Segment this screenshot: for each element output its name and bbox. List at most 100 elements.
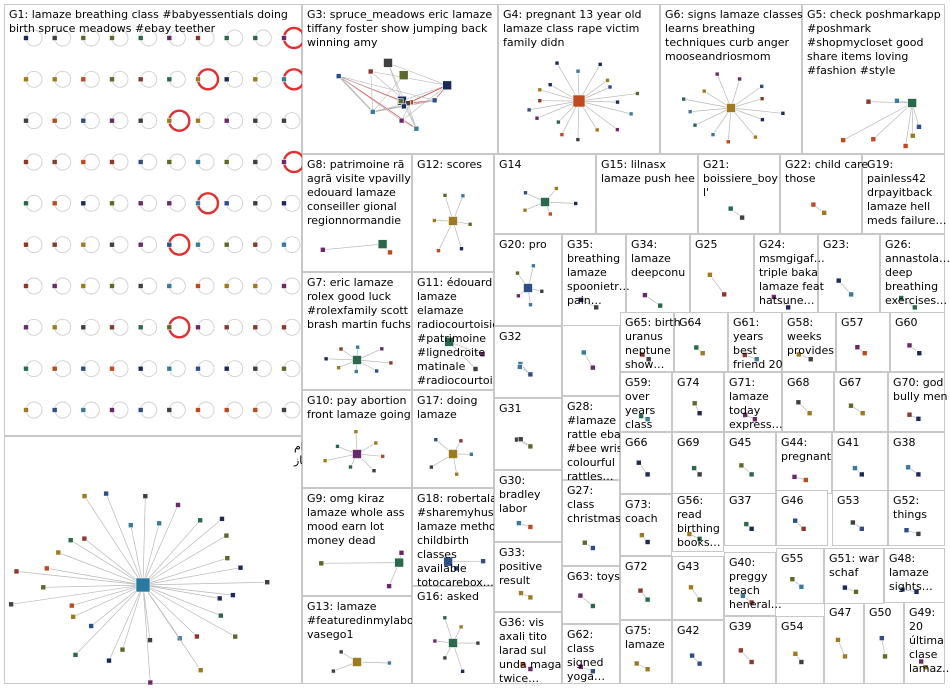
group-title: G38 bbox=[893, 436, 916, 449]
node bbox=[739, 214, 745, 221]
group-title-line: lamaze bbox=[567, 266, 607, 279]
node bbox=[607, 84, 613, 90]
group-title-line: lamaze method bbox=[417, 520, 503, 533]
node bbox=[906, 411, 913, 418]
edge bbox=[130, 525, 144, 586]
node bbox=[51, 407, 58, 413]
edge bbox=[122, 584, 144, 650]
node bbox=[23, 241, 29, 248]
group-frame bbox=[782, 372, 834, 432]
node bbox=[195, 117, 201, 124]
node bbox=[80, 241, 87, 248]
node bbox=[795, 399, 802, 406]
group-frame bbox=[302, 390, 412, 488]
group-g1: G1: lamaze breathing class #babyessentia… bbox=[4, 4, 306, 436]
group-frame bbox=[724, 432, 776, 494]
group-title: G31 bbox=[499, 402, 522, 415]
node bbox=[894, 98, 900, 104]
edge bbox=[58, 552, 144, 586]
edge bbox=[338, 75, 374, 113]
edge bbox=[142, 584, 221, 616]
hub-node bbox=[448, 449, 458, 459]
edge bbox=[321, 562, 400, 564]
group-title: G66 bbox=[625, 436, 648, 449]
node bbox=[644, 416, 651, 423]
group-frame bbox=[494, 154, 596, 234]
group-title: G60 bbox=[895, 316, 918, 329]
group-g39: G39 bbox=[724, 616, 776, 684]
group-title: G4: pregnant 13 year old bbox=[503, 8, 642, 21]
group-title-line: painless42 bbox=[867, 172, 926, 185]
group-title: G42 bbox=[677, 624, 700, 637]
group-title: G41 bbox=[837, 436, 860, 449]
group-g45: G45 bbox=[724, 432, 776, 494]
node bbox=[753, 356, 760, 363]
node bbox=[383, 58, 393, 68]
node bbox=[460, 193, 466, 199]
node bbox=[338, 346, 344, 352]
node bbox=[577, 664, 584, 670]
edge bbox=[578, 100, 632, 115]
edge bbox=[322, 243, 383, 251]
group-title: G75: bbox=[625, 624, 651, 637]
node bbox=[166, 117, 173, 124]
group-title-line: yoga… bbox=[567, 670, 605, 683]
group-title-line: friend 20 bbox=[733, 358, 783, 371]
node bbox=[367, 68, 374, 75]
group-title-line: #poshmark bbox=[807, 22, 872, 35]
group-title: G55 bbox=[781, 552, 804, 565]
node bbox=[858, 471, 865, 478]
node bbox=[137, 283, 144, 289]
node bbox=[460, 668, 465, 674]
edge bbox=[372, 75, 404, 112]
node bbox=[431, 97, 438, 104]
node bbox=[522, 207, 528, 213]
node bbox=[369, 109, 376, 115]
node bbox=[252, 407, 259, 413]
group-title-line: books… bbox=[677, 536, 721, 549]
group-frame bbox=[864, 602, 904, 684]
node bbox=[645, 356, 652, 363]
node bbox=[318, 560, 325, 567]
node bbox=[197, 517, 203, 524]
group-title-line: #shopmycloset good bbox=[807, 36, 923, 49]
group-title-line: colourful bbox=[567, 456, 615, 469]
group-title-line: positive bbox=[499, 560, 542, 573]
group-title: G46 bbox=[781, 494, 804, 507]
node bbox=[223, 365, 230, 372]
node bbox=[166, 324, 173, 331]
node bbox=[903, 527, 910, 534]
node bbox=[252, 159, 259, 165]
group-title: G69 bbox=[677, 436, 700, 449]
group-title-line: #bee wrist bbox=[567, 442, 628, 455]
node bbox=[738, 462, 745, 469]
node bbox=[518, 590, 524, 596]
group-g53: G53 bbox=[832, 490, 888, 546]
group-title-line: radiocourtoisie bbox=[417, 318, 499, 331]
node bbox=[166, 35, 173, 41]
group-title-line: lamaze class rape victim bbox=[503, 22, 639, 35]
edge bbox=[730, 107, 783, 114]
edge bbox=[370, 71, 448, 86]
edge bbox=[556, 62, 580, 102]
node bbox=[454, 471, 460, 477]
node bbox=[232, 633, 238, 640]
node bbox=[580, 349, 587, 356]
edge bbox=[448, 560, 484, 563]
edge bbox=[536, 100, 580, 119]
group-g38: G38 bbox=[888, 432, 945, 494]
group-title: G57 bbox=[841, 316, 864, 329]
node bbox=[458, 438, 464, 444]
group-g44: G44:pregnant bbox=[776, 432, 832, 494]
node bbox=[433, 437, 439, 443]
group-frame bbox=[562, 480, 620, 566]
node bbox=[43, 565, 50, 572]
group-title-line: lamaze bbox=[889, 566, 929, 579]
group-title-line: today bbox=[729, 404, 761, 417]
group-title: G35: bbox=[567, 238, 593, 251]
group-frame bbox=[880, 234, 945, 326]
group-frame bbox=[672, 432, 724, 494]
